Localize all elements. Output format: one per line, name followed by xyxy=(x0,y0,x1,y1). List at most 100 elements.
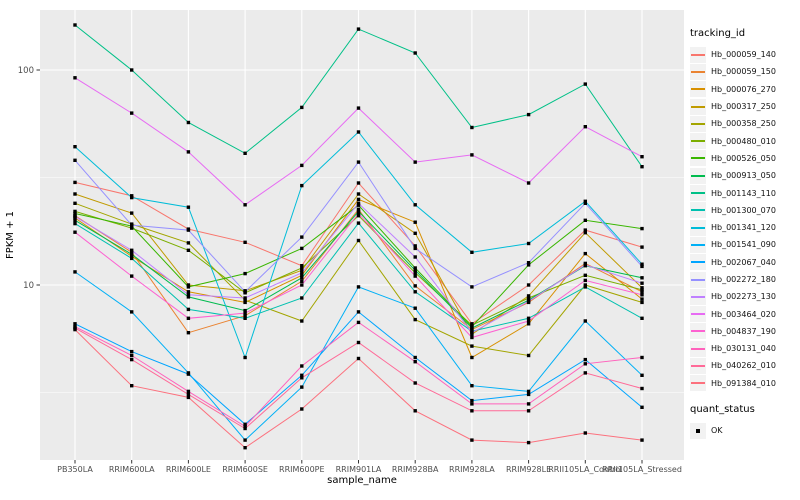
legend-key-line xyxy=(691,157,705,160)
legend-key-swatch xyxy=(690,219,706,236)
x-tick-label: RRIM600LA xyxy=(109,465,155,474)
legend-entry-label: Hb_001143_110 xyxy=(711,188,776,198)
data-point-Hb_001541_090 xyxy=(356,285,361,289)
data-point-Hb_000059_140 xyxy=(73,180,77,185)
x-tick-label: RRIM600PE xyxy=(279,465,325,474)
legend-key-swatch xyxy=(690,236,706,253)
legend-key-line xyxy=(691,174,705,177)
data-point-Hb_030131_040 xyxy=(130,353,134,358)
data-point-Hb_030131_040 xyxy=(583,362,587,366)
data-point-Hb_003464_020 xyxy=(300,163,304,168)
legend-key-line xyxy=(691,261,705,264)
data-point-Hb_040262_010 xyxy=(526,409,531,413)
data-point-Hb_000059_150 xyxy=(300,279,304,283)
legend-entry-Hb_002272_180: Hb_002272_180 xyxy=(690,271,800,288)
data-point-Hb_091384_010 xyxy=(130,384,134,388)
data-point-Hb_002067_040 xyxy=(526,392,531,397)
data-point-Hb_000076_270 xyxy=(640,297,644,301)
data-point-Hb_002273_130 xyxy=(130,248,134,252)
legend-entry-label: Hb_003464_020 xyxy=(711,309,776,319)
legend-entry-Hb_030131_040: Hb_030131_040 xyxy=(690,340,800,357)
data-point-Hb_001300_070 xyxy=(130,256,134,261)
data-point-Hb_000317_250 xyxy=(356,192,361,196)
data-point-Hb_000059_140 xyxy=(413,244,417,248)
legend-entry-label: Hb_000358_250 xyxy=(711,119,776,129)
data-point-Hb_091384_010 xyxy=(243,446,247,450)
data-point-Hb_001300_070 xyxy=(300,296,304,300)
legend-entry-label: Hb_000526_050 xyxy=(711,153,776,163)
legend-key-line xyxy=(691,278,705,281)
data-point-Hb_000358_250 xyxy=(356,238,361,243)
data-point-Hb_002067_040 xyxy=(186,372,191,376)
data-point-Hb_000913_050 xyxy=(130,252,134,256)
data-point-Hb_002273_130 xyxy=(300,271,304,275)
data-point-Hb_002067_040 xyxy=(243,422,247,426)
legend-entry-label: Hb_001300_070 xyxy=(711,205,776,215)
legend-entries-tracking-id: Hb_000059_140 Hb_000059_150 Hb_000076_270 H… xyxy=(690,46,800,392)
data-point-Hb_002273_130 xyxy=(186,293,191,297)
legend-entry-Hb_000526_050: Hb_000526_050 xyxy=(690,150,800,167)
legend-key-swatch xyxy=(690,202,706,219)
legend-key-swatch xyxy=(690,357,706,374)
data-point-Hb_000913_050 xyxy=(356,209,361,214)
data-point-Hb_002273_130 xyxy=(413,255,417,259)
data-point-Hb_040262_010 xyxy=(413,381,417,385)
data-point-Hb_030131_040 xyxy=(640,355,644,360)
data-point-Hb_000480_010 xyxy=(640,288,644,292)
legend-key-line xyxy=(691,382,705,385)
data-point-Hb_000913_050 xyxy=(73,218,77,222)
legend-key-line xyxy=(691,243,705,246)
data-point-Hb_001300_070 xyxy=(640,316,644,320)
legend-key-line xyxy=(691,105,705,108)
data-point-Hb_001541_090 xyxy=(413,306,417,310)
data-point-Hb_091384_010 xyxy=(356,356,361,361)
data-point-Hb_002273_130 xyxy=(526,299,531,303)
data-point-Hb_000059_150 xyxy=(413,284,417,288)
data-point-Hb_000358_250 xyxy=(300,319,304,323)
data-point-Hb_000059_150 xyxy=(186,331,191,335)
legend-entry-Hb_040262_010: Hb_040262_010 xyxy=(690,357,800,374)
data-point-Hb_004837_190 xyxy=(186,316,191,320)
data-point-Hb_002272_180 xyxy=(356,160,361,164)
data-point-Hb_001143_110 xyxy=(526,112,531,117)
x-tick-label: RRIM901LA xyxy=(336,465,382,474)
legend-entry-label: Hb_000480_010 xyxy=(711,136,776,146)
legend-key-line xyxy=(691,364,705,367)
data-point-Hb_040262_010 xyxy=(356,340,361,345)
data-point-Hb_000059_150 xyxy=(243,314,247,318)
legend-entry-Hb_002273_130: Hb_002273_130 xyxy=(690,288,800,305)
data-point-Hb_000059_150 xyxy=(640,290,644,294)
data-point-Hb_002272_180 xyxy=(470,285,474,289)
legend-key-swatch xyxy=(690,306,706,323)
data-point-Hb_000526_050 xyxy=(583,218,587,222)
data-point-Hb_000076_270 xyxy=(130,254,134,258)
data-point-Hb_000076_270 xyxy=(243,300,247,305)
data-point-Hb_000526_050 xyxy=(526,263,531,267)
legend-entry-label: Hb_040262_010 xyxy=(711,361,776,371)
data-point-Hb_040262_010 xyxy=(640,386,644,391)
data-point-Hb_000913_050 xyxy=(470,326,474,330)
data-point-Hb_002272_180 xyxy=(583,201,587,205)
data-point-Hb_004837_190 xyxy=(413,274,417,278)
data-point-Hb_091384_010 xyxy=(640,438,644,442)
data-point-Hb_000059_140 xyxy=(243,240,247,244)
data-point-Hb_091384_010 xyxy=(470,438,474,442)
legend-title-quant-status: quant_status xyxy=(690,403,755,415)
data-point-Hb_000913_050 xyxy=(640,276,644,280)
data-point-Hb_001341_120 xyxy=(470,250,474,254)
legend-entry-Hb_000059_140: Hb_000059_140 xyxy=(690,46,800,63)
data-point-Hb_004837_190 xyxy=(583,278,587,283)
data-point-Hb_000913_050 xyxy=(243,308,247,313)
legend-key-line xyxy=(691,313,705,316)
legend-key-line xyxy=(691,226,705,229)
legend-entry-label: Hb_000317_250 xyxy=(711,102,776,112)
y-axis-title: FPKM + 1 xyxy=(5,210,16,260)
data-point-Hb_000526_050 xyxy=(73,211,77,216)
data-point-Hb_000480_010 xyxy=(186,248,191,252)
data-point-Hb_001143_110 xyxy=(640,165,644,169)
legend-key-line xyxy=(691,192,705,195)
data-point-Hb_002273_130 xyxy=(470,331,474,335)
data-point-Hb_004837_190 xyxy=(73,230,77,234)
data-point-Hb_001541_090 xyxy=(243,438,247,442)
legend-key-swatch xyxy=(690,133,706,150)
